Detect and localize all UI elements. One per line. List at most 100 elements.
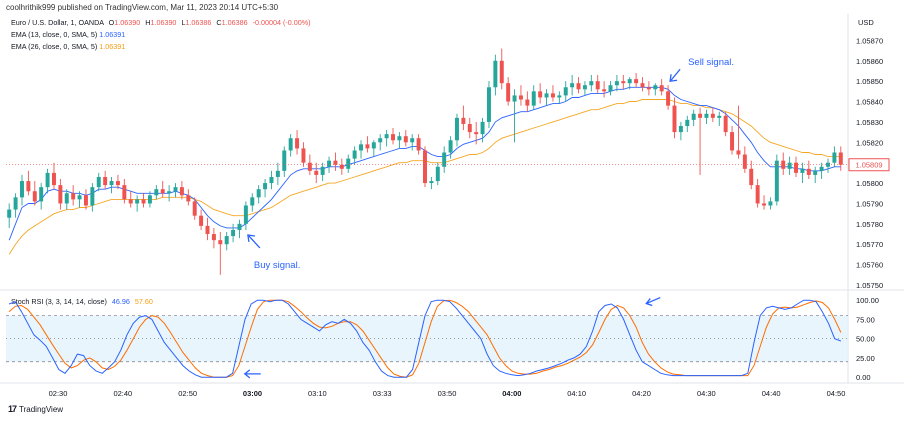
- time-tick-label: 04:00: [502, 389, 521, 398]
- candle-body: [698, 113, 703, 118]
- candle-body: [320, 166, 325, 175]
- candle-body: [128, 199, 133, 204]
- candle-body: [685, 119, 690, 126]
- time-tick-label: 02:40: [113, 389, 132, 398]
- candle-body: [467, 123, 472, 133]
- candle-body: [787, 162, 792, 169]
- candle-body: [167, 191, 172, 194]
- candle-body: [435, 166, 440, 182]
- candle-body: [499, 60, 504, 84]
- candle-body: [32, 191, 37, 202]
- close-value: 1.06386: [221, 18, 248, 27]
- tradingview-logo[interactable]: 17 TradingView: [8, 404, 63, 414]
- candle-body: [160, 189, 165, 194]
- candle-body: [710, 113, 715, 118]
- candle-body: [186, 195, 191, 202]
- candle-body: [71, 193, 76, 200]
- candle-body: [90, 187, 95, 206]
- time-tick-label: 03:00: [243, 389, 262, 398]
- candle-body: [173, 187, 178, 192]
- candle-body: [621, 81, 626, 84]
- candle-body: [51, 172, 56, 186]
- candle-body: [192, 201, 197, 216]
- candle-body: [525, 99, 530, 106]
- candle-body: [614, 81, 619, 86]
- publisher-header: coolhrithik999 published on TradingView.…: [6, 3, 279, 12]
- candle-body: [179, 187, 184, 196]
- time-tick-label: 03:10: [308, 389, 327, 398]
- time-tick-label: 04:20: [632, 389, 651, 398]
- candle-body: [640, 83, 645, 88]
- candle-body: [518, 95, 523, 100]
- buy-signal-label: Buy signal.: [254, 260, 300, 271]
- candle-body: [736, 150, 741, 155]
- candle-body: [755, 185, 760, 204]
- ema13-label: EMA (13, close, 0, SMA, 5): [11, 30, 98, 39]
- candle-body: [243, 205, 248, 224]
- candle-body: [429, 181, 434, 184]
- price-tick-label: 1.05790: [856, 199, 883, 208]
- candle-body: [749, 168, 754, 186]
- candle-body: [371, 142, 376, 149]
- high-label: H: [145, 18, 151, 27]
- candle-body: [135, 199, 140, 204]
- candle-body: [442, 152, 447, 167]
- candle-body: [410, 138, 415, 143]
- candle-body: [576, 83, 581, 90]
- price-tick-label: 1.05870: [856, 36, 883, 45]
- candle-body: [563, 87, 568, 96]
- sell-arrow-icon: [670, 68, 681, 81]
- price-tick-label: 1.05820: [856, 138, 883, 147]
- buy-arrow-head: [247, 234, 255, 243]
- stoch-tick-label: 100.00: [856, 296, 879, 305]
- time-tick-label: 03:33: [373, 389, 392, 398]
- candle-body: [211, 234, 216, 241]
- candle-body: [231, 229, 236, 237]
- candle-body: [730, 132, 735, 151]
- price-tick-label: 1.05800: [856, 179, 883, 188]
- stoch-tick-label: 75.00: [856, 315, 875, 324]
- candle-body: [339, 164, 344, 169]
- candle-body: [461, 117, 466, 124]
- symbol-title[interactable]: Euro / U.S. Dollar, 1, OANDA: [11, 18, 104, 27]
- ema13-legend[interactable]: EMA (13, close, 0, SMA, 5) 1.06391: [11, 30, 125, 39]
- candle-body: [672, 105, 677, 133]
- price-tick-label: 1.05840: [856, 98, 883, 107]
- candle-body: [397, 136, 402, 141]
- candle-body: [269, 176, 274, 184]
- candle-body: [147, 195, 152, 204]
- currency-label: USD: [858, 18, 874, 27]
- candle-body: [742, 154, 747, 169]
- time-tick-label: 02:30: [49, 389, 68, 398]
- candle-body: [774, 160, 779, 202]
- candle-body: [691, 113, 696, 120]
- sell-arrow-head: [669, 74, 678, 82]
- candle-body: [813, 170, 818, 175]
- candle-body: [154, 189, 159, 196]
- ema26-legend[interactable]: EMA (26, close, 0, SMA, 5) 1.06391: [11, 42, 125, 51]
- candle-body: [384, 134, 389, 139]
- change-value: -0.00004 (-0.00%): [252, 18, 311, 27]
- candle-body: [109, 181, 114, 186]
- candle-body: [205, 225, 210, 235]
- candle-body: [800, 168, 805, 173]
- candle-body: [141, 199, 146, 204]
- candle-body: [218, 240, 223, 245]
- candle-body: [455, 117, 459, 141]
- candle-body: [557, 95, 562, 98]
- candle-body: [307, 162, 312, 171]
- candle-body: [26, 181, 31, 192]
- candle-body: [531, 91, 536, 106]
- candle-body: [717, 115, 722, 118]
- candle-body: [595, 81, 600, 90]
- time-tick-label: 03:50: [438, 389, 457, 398]
- ema13-value: 1.06391: [99, 30, 126, 39]
- tradingview-brand: TradingView: [19, 404, 64, 414]
- low-value: 1.06386: [185, 18, 212, 27]
- stoch-tick-label: 0.00: [856, 373, 871, 382]
- stoch-legend[interactable]: Stoch RSI (3, 3, 14, 14, close) 46.96 57…: [11, 297, 153, 306]
- price-tick-label: 1.05830: [856, 118, 883, 127]
- candle-body: [486, 87, 491, 122]
- price-tick-label: 1.05760: [856, 261, 883, 270]
